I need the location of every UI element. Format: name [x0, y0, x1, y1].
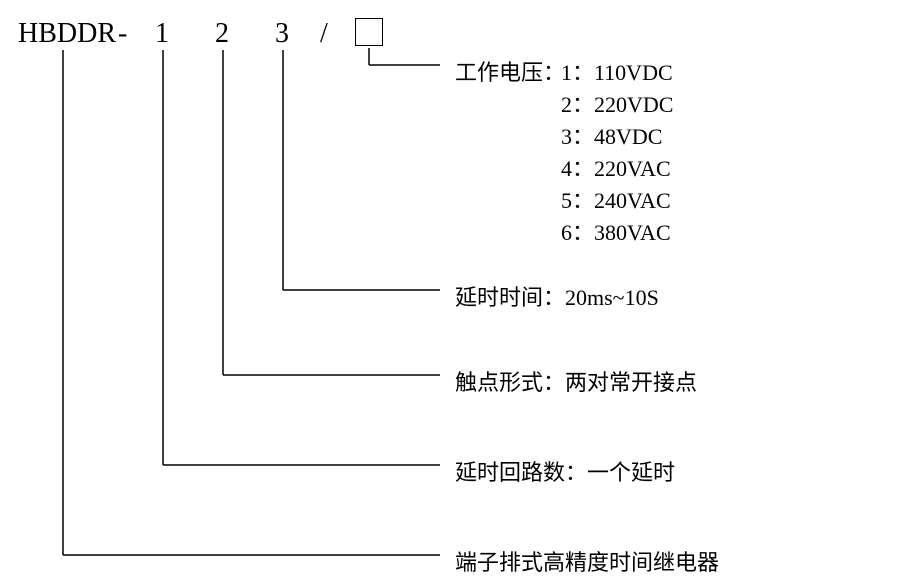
connector-lines [0, 0, 900, 583]
